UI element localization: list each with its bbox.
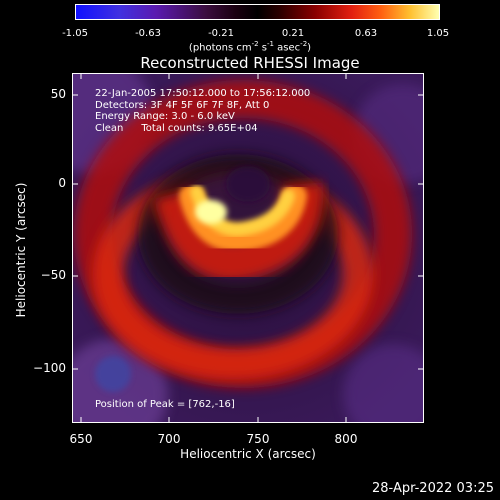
energy-range-text: Energy Range: 3.0 - 6.0 keV [95, 111, 235, 122]
rhessi-image: 22-Jan-2005 17:50:12.000 to 17:56:12.000… [72, 73, 424, 423]
y-tick-label: −50 [40, 268, 66, 282]
detectors-text: Detectors: 3F 4F 5F 6F 7F 8F, Att 0 [95, 99, 270, 111]
x-tick-label: 750 [246, 432, 270, 446]
x-tick-label: 800 [334, 432, 358, 446]
colorbar-tick: -0.21 [208, 28, 234, 39]
colorbar-tick: -0.63 [135, 28, 161, 39]
rhessi-image-canvas [73, 74, 423, 422]
image-annotations: 22-Jan-2005 17:50:12.000 to 17:56:12.000… [95, 88, 310, 134]
x-tick-label: 650 [69, 432, 93, 446]
y-tick-label: −100 [33, 361, 66, 375]
peak-position-text: Position of Peak = [762,-16] [95, 399, 235, 410]
colorbar-unit-label: (photons cm-2 s-1 asec-2) [188, 40, 312, 54]
x-axis-label: Heliocentric X (arcsec) [180, 447, 316, 461]
x-tick-label: 700 [157, 432, 181, 446]
colorbar-tick: -1.05 [62, 28, 88, 39]
colorbar-tick: 1.05 [426, 28, 450, 39]
colorbar-tick: 0.21 [281, 28, 305, 39]
time-range-text: 22-Jan-2005 17:50:12.000 to 17:56:12.000 [95, 88, 311, 99]
y-tick-label: 50 [50, 87, 66, 101]
y-axis-label: Heliocentric Y (arcsec) [14, 182, 28, 318]
colorbar-tick: 0.63 [354, 28, 378, 39]
plot-title: Reconstructed RHESSI Image [140, 54, 360, 72]
y-tick-label: 0 [58, 176, 66, 190]
method-counts-text: Clean Total counts: 9.65E+04 [95, 122, 258, 134]
colorbar [75, 4, 440, 20]
timestamp: 28-Apr-2022 03:25 [372, 481, 494, 496]
